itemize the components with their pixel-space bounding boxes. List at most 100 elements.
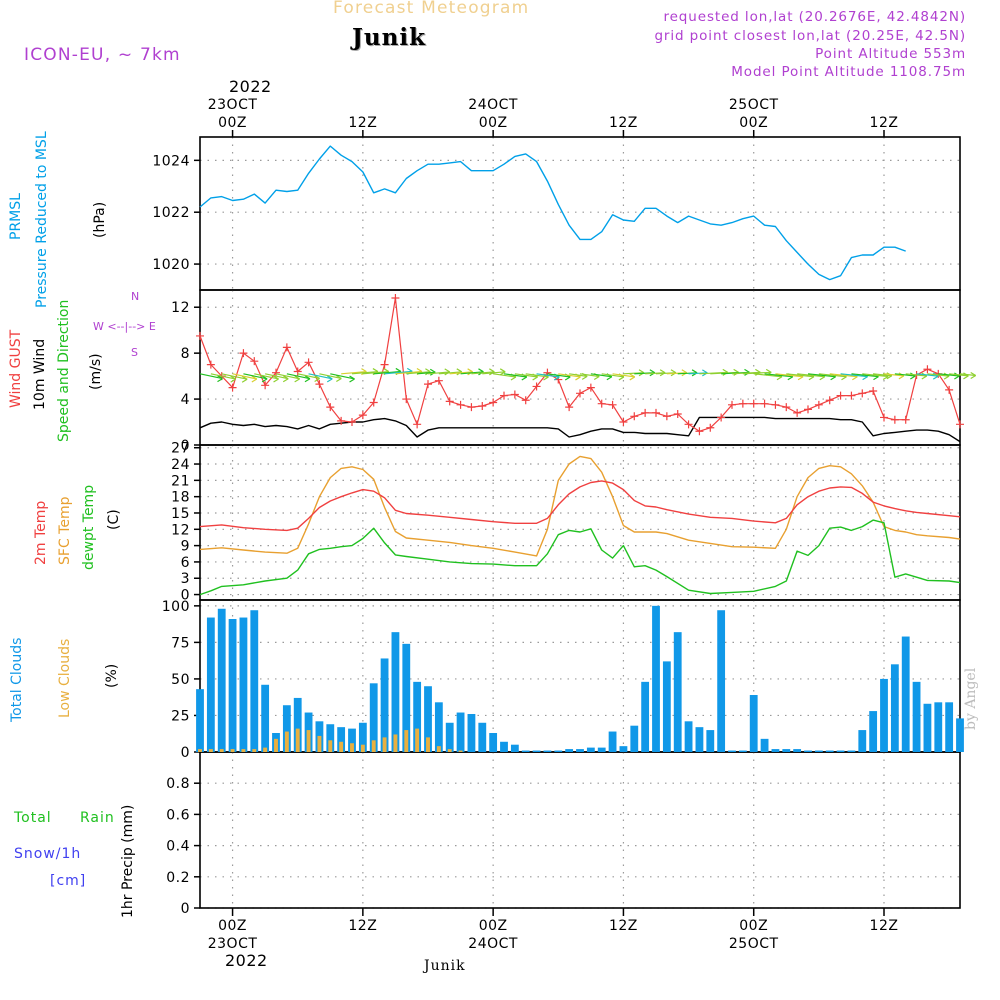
wind-arrow: [308, 373, 333, 380]
bottom-hour-label: 00Z: [218, 918, 247, 934]
wind-gust-marker: [489, 398, 498, 407]
total-cloud-bar: [293, 697, 302, 752]
total-cloud-bar: [543, 750, 552, 752]
wind-arrow: [471, 371, 495, 375]
wind-arrow: [742, 371, 772, 375]
total-cloud-bar: [695, 727, 704, 752]
wind-gust-marker: [576, 389, 584, 398]
wind-arrow-head: [499, 368, 506, 376]
panel-frame: [199, 289, 961, 446]
wind-arrow: [786, 373, 814, 378]
total-cloud-bar: [793, 749, 802, 752]
wind-arrow: [449, 371, 473, 375]
ytick-label: 50: [171, 672, 190, 688]
ytick-label: 15: [171, 506, 190, 522]
wind-gust-marker: [565, 403, 574, 412]
wind-gust-marker: [890, 415, 899, 424]
total-cloud-bar: [673, 632, 682, 752]
wind-arrow-head: [261, 375, 268, 383]
wind-arrow: [319, 373, 342, 380]
ytick-label: 12: [171, 522, 190, 538]
total-cloud-bar: [239, 617, 248, 752]
panel-1: [194, 136, 961, 291]
wind-gust-marker: [880, 413, 888, 422]
wind-gust-marker: [749, 399, 758, 408]
panel-5: [194, 751, 961, 909]
wind-arrow-head: [304, 375, 311, 383]
wind-gust-marker: [337, 416, 346, 425]
total-cloud-bar: [445, 722, 454, 752]
total-cloud-bar: [434, 702, 443, 752]
wind-arrow: [612, 373, 635, 378]
wind-gust-marker: [532, 382, 541, 391]
wind-gust-marker: [206, 360, 215, 369]
wind-gust-marker: [684, 420, 693, 429]
wind-arrow: [254, 373, 279, 380]
total-cloud-bar: [337, 727, 346, 752]
total-cloud-bar: [619, 746, 628, 752]
total-cloud-bar: [250, 610, 259, 752]
wind-arrow: [493, 373, 517, 378]
wind-gust-marker: [619, 418, 628, 427]
rain-label-a: Total: [14, 810, 52, 826]
total-cloud-bar: [597, 747, 606, 752]
wind-arrow: [330, 373, 355, 380]
wind-gust-marker: [641, 408, 650, 417]
wind-gust-marker: [738, 399, 747, 408]
total-cloud-bar: [380, 658, 389, 752]
wind-arrow-head: [230, 375, 237, 383]
wind-arrow: [427, 371, 450, 375]
wind-arrow: [286, 373, 311, 380]
wind-gust-marker: [478, 401, 487, 410]
total-cloud-bar: [836, 750, 845, 752]
total-cloud-bar: [413, 681, 422, 752]
bottom-date-label: 25OCT: [729, 936, 779, 952]
ytick-label: 4: [181, 392, 190, 408]
wind-arrow: [438, 371, 462, 375]
grid-point-coords: grid point closest lon,lat (20.25E, 42.5…: [654, 28, 966, 44]
ytick-label: 24: [171, 457, 190, 473]
ytick-label: 27: [171, 441, 190, 457]
low-cloud-bar: [393, 734, 398, 752]
ytick-label: 0.6: [166, 807, 190, 823]
ytick-label: 3: [181, 571, 190, 587]
ytick-label: 25: [171, 708, 190, 724]
wind-arrow: [764, 373, 793, 378]
wind-arrow: [590, 373, 612, 378]
temp-2m-line: [199, 480, 961, 532]
wind10-line: [199, 416, 961, 443]
panel-frame: [199, 599, 961, 753]
total-cloud-bar: [358, 722, 367, 752]
ytick-label: 1020: [152, 257, 190, 273]
point-altitude: Point Altitude 553m: [815, 46, 966, 62]
total-cloud-bar: [662, 661, 671, 752]
total-cloud-bar: [869, 711, 878, 752]
wind-arrow: [916, 373, 939, 377]
wind-gust-marker: [348, 418, 356, 427]
wind-arrow-head: [241, 375, 248, 383]
low-cloud-bar: [458, 750, 463, 752]
wind-arrow-head: [970, 371, 977, 379]
total-cloud-bar: [424, 686, 432, 752]
total-cloud-bar: [282, 705, 291, 752]
low-cloud-bar: [382, 737, 387, 752]
bottom-hour-label: 00Z: [479, 918, 508, 934]
wind-arrow: [753, 373, 783, 378]
wind-gust-marker: [793, 408, 802, 417]
total-cloud-bar: [261, 684, 270, 752]
total-cloud-bar: [641, 681, 650, 752]
total-cloud-bar: [890, 664, 899, 752]
wind-gust-marker: [413, 420, 422, 429]
total-cloud-bar: [804, 750, 812, 752]
wind-arrow: [275, 373, 300, 380]
wind-gust-marker: [695, 427, 704, 436]
total-cloud-bar: [586, 747, 595, 752]
total-cloud-bar: [684, 721, 693, 752]
wind-gust-marker: [923, 365, 932, 374]
wind-arrow-head: [314, 374, 320, 382]
total-cloud-bar: [825, 750, 834, 752]
low-cloud-bar: [415, 728, 420, 752]
total-cloud-bar: [945, 702, 954, 752]
low-cloud-bar: [284, 731, 289, 752]
low-cloud-bar: [198, 749, 202, 752]
